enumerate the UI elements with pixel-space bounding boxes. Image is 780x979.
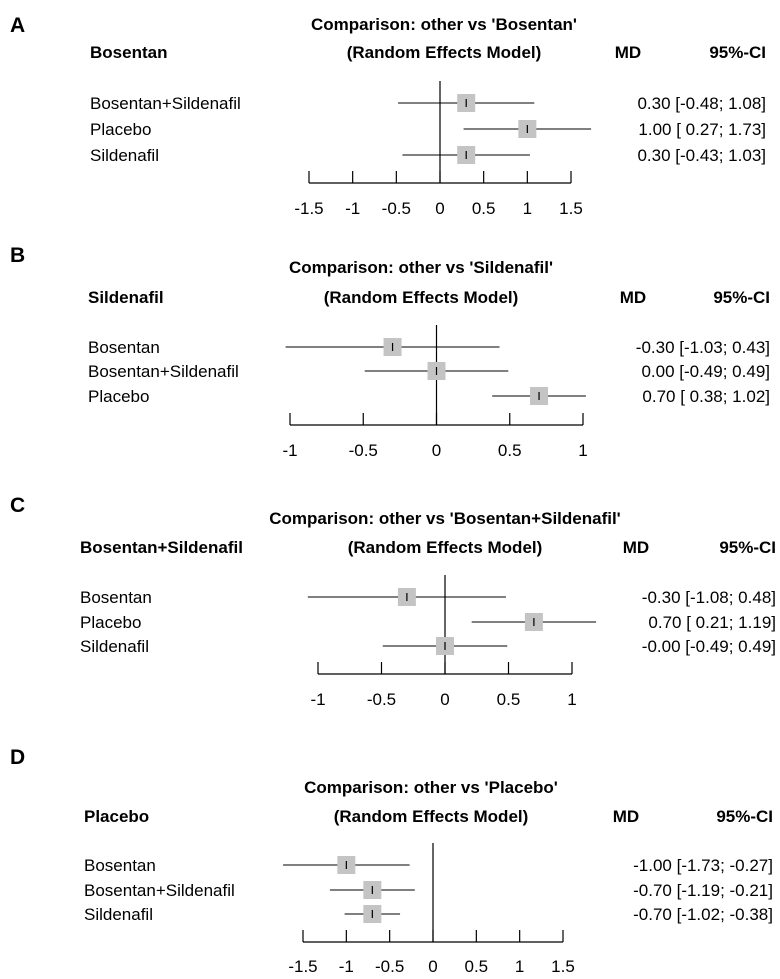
reference-treatment-label: Bosentan: [90, 43, 167, 62]
x-tick-label: 0.5: [465, 957, 489, 976]
effect-estimate-text: -1.00 [-1.73; -0.27]: [633, 856, 773, 875]
effect-estimate-text: -0.00 [-0.49; 0.49]: [642, 637, 776, 656]
md-column-header: MD: [620, 288, 646, 307]
comparison-title: Comparison: other vs 'Bosentan+Sildenafi…: [269, 509, 620, 528]
comparison-title: Comparison: other vs 'Bosentan': [311, 15, 577, 34]
model-subtitle: (Random Effects Model): [347, 43, 542, 62]
x-tick-label: 1: [567, 690, 576, 709]
effect-estimate-text: -0.30 [-1.08; 0.48]: [642, 588, 776, 607]
effect-estimate-text: 0.70 [ 0.21; 1.19]: [648, 613, 776, 632]
x-tick-label: -0.5: [367, 690, 396, 709]
x-tick-label: -1: [310, 690, 325, 709]
md-column-header: MD: [613, 807, 639, 826]
treatment-label: Placebo: [88, 387, 149, 406]
ci-column-header: 95%-CI: [716, 807, 773, 826]
treatment-label: Bosentan+Sildenafil: [88, 362, 239, 381]
x-tick-label: -0.5: [349, 441, 378, 460]
forest-panel-d: D Comparison: other vs 'Placebo' Placebo (R…: [10, 746, 773, 976]
md-column-header: MD: [615, 43, 641, 62]
treatment-label: Sildenafil: [90, 146, 159, 165]
x-tick-label: 0: [432, 441, 441, 460]
x-tick-label: 0.5: [497, 690, 521, 709]
x-tick-label: -1: [345, 199, 360, 218]
md-column-header: MD: [623, 538, 649, 557]
effect-estimate-text: -0.30 [-1.03; 0.43]: [636, 338, 770, 357]
treatment-label: Bosentan+Sildenafil: [84, 881, 235, 900]
x-tick-label: 0: [435, 199, 444, 218]
forest-panel-a: A Comparison: other vs 'Bosentan' Bosentan…: [10, 14, 766, 218]
x-tick-label: -1: [339, 957, 354, 976]
treatment-label: Bosentan: [88, 338, 160, 357]
treatment-label: Placebo: [90, 120, 151, 139]
x-tick-label: 0.5: [498, 441, 522, 460]
x-tick-label: -1.5: [294, 199, 323, 218]
treatment-label: Sildenafil: [80, 637, 149, 656]
reference-treatment-label: Bosentan+Sildenafil: [80, 538, 243, 557]
effect-estimate-text: 1.00 [ 0.27; 1.73]: [638, 120, 766, 139]
x-tick-label: 1: [515, 957, 524, 976]
x-tick-label: 1.5: [559, 199, 583, 218]
treatment-label: Sildenafil: [84, 905, 153, 924]
effect-estimate-text: 0.30 [-0.48; 1.08]: [637, 94, 766, 113]
treatment-label: Placebo: [80, 613, 141, 632]
x-tick-label: -0.5: [375, 957, 404, 976]
panel-letter: C: [10, 494, 25, 517]
effect-estimate-text: -0.70 [-1.19; -0.21]: [633, 881, 773, 900]
x-tick-label: -1.5: [288, 957, 317, 976]
ci-column-header: 95%-CI: [709, 43, 766, 62]
effect-estimate-text: 0.00 [-0.49; 0.49]: [641, 362, 770, 381]
effect-estimate-text: -0.70 [-1.02; -0.38]: [633, 905, 773, 924]
x-tick-label: 1.5: [551, 957, 575, 976]
panel-letter: A: [10, 14, 25, 37]
panel-letter: B: [10, 244, 25, 267]
ci-column-header: 95%-CI: [719, 538, 776, 557]
x-tick-label: 1: [523, 199, 532, 218]
x-tick-label: 0: [440, 690, 449, 709]
x-tick-label: 0.5: [472, 199, 496, 218]
x-tick-label: -1: [282, 441, 297, 460]
treatment-label: Bosentan: [80, 588, 152, 607]
model-subtitle: (Random Effects Model): [324, 288, 519, 307]
forest-panel-b: B Comparison: other vs 'Sildenafil' Silden…: [10, 244, 770, 460]
x-tick-label: -0.5: [382, 199, 411, 218]
panel-letter: D: [10, 746, 25, 769]
treatment-label: Bosentan+Sildenafil: [90, 94, 241, 113]
reference-treatment-label: Sildenafil: [88, 288, 164, 307]
reference-treatment-label: Placebo: [84, 807, 149, 826]
effect-estimate-text: 0.70 [ 0.38; 1.02]: [642, 387, 770, 406]
x-tick-label: 0: [428, 957, 437, 976]
effect-estimate-text: 0.30 [-0.43; 1.03]: [637, 146, 766, 165]
model-subtitle: (Random Effects Model): [334, 807, 529, 826]
comparison-title: Comparison: other vs 'Sildenafil': [289, 258, 553, 277]
x-tick-label: 1: [578, 441, 587, 460]
model-subtitle: (Random Effects Model): [348, 538, 543, 557]
treatment-label: Bosentan: [84, 856, 156, 875]
ci-column-header: 95%-CI: [713, 288, 770, 307]
comparison-title: Comparison: other vs 'Placebo': [304, 778, 558, 797]
forest-panel-c: C Comparison: other vs 'Bosentan+Sildenaf…: [10, 494, 776, 709]
